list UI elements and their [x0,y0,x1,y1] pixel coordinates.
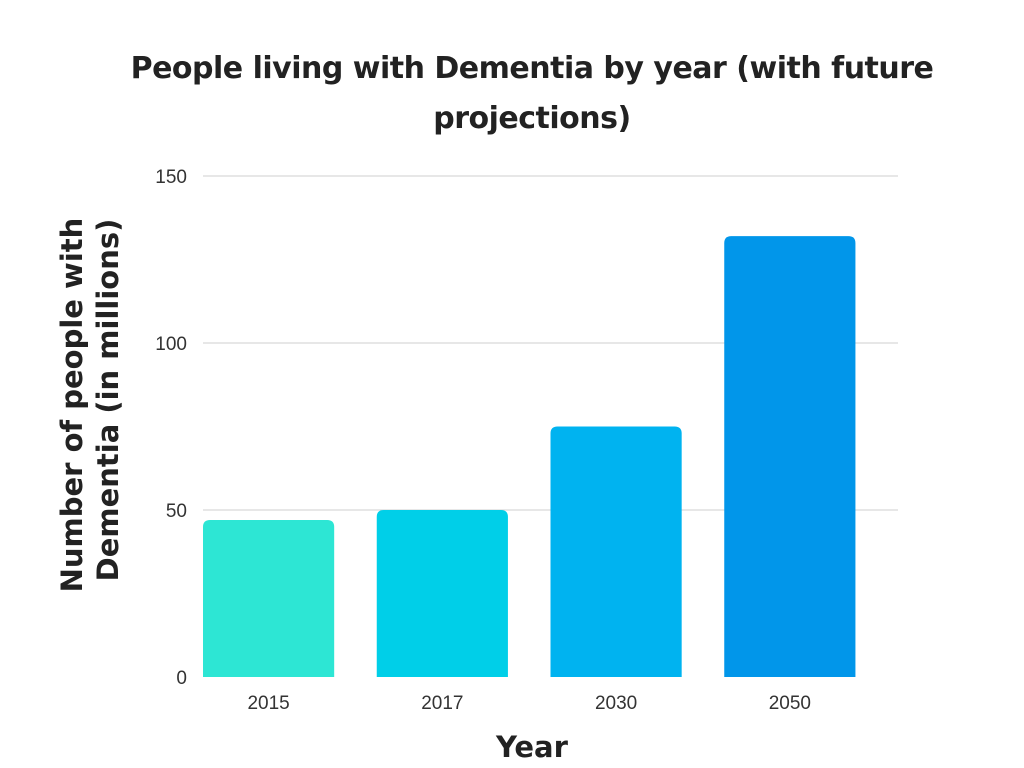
y-axis-ticks: 0 50 100 150 [155,167,187,689]
x-axis-title: Year [495,730,569,764]
bar-2015 [203,520,335,677]
y-tick-label: 0 [176,668,187,689]
x-axis-ticks: 2015 2017 2030 2050 [247,693,811,714]
chart-title: People living with Dementia by year (wit… [130,51,934,136]
x-tick-label: 2015 [247,693,289,714]
bar-2030 [550,426,682,677]
x-tick-label: 2017 [421,693,463,714]
bars [203,236,856,677]
y-axis-title: Number of people with Dementia (in milli… [55,208,125,593]
x-tick-label: 2050 [769,693,811,714]
y-axis-title-line-1: Number of people with [55,218,89,593]
y-tick-label: 100 [155,334,187,355]
y-axis-title-line-2: Dementia (in millions) [91,219,125,582]
bar-2017 [376,510,508,677]
bar-2050 [724,236,856,677]
y-tick-label: 150 [155,167,187,188]
y-tick-label: 50 [166,501,187,522]
x-tick-label: 2030 [595,693,637,714]
